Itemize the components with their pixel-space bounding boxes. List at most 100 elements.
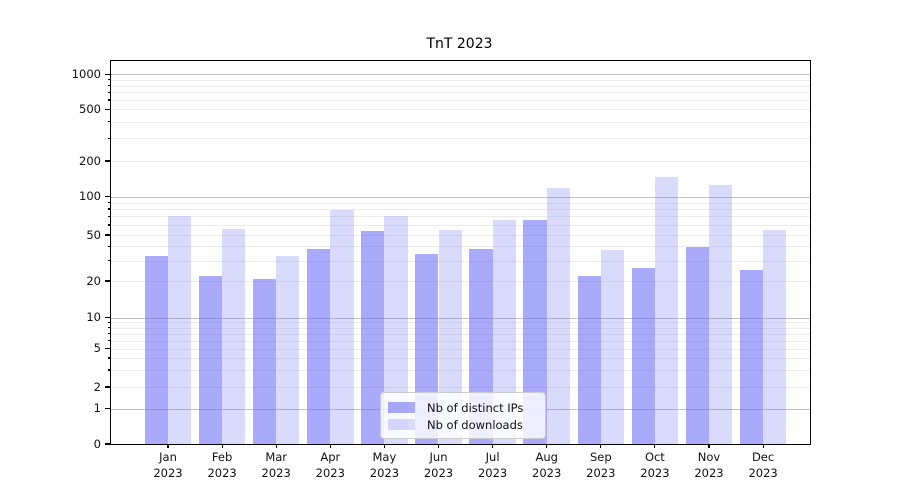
x-tick-mark: [654, 444, 656, 448]
y-minor-tick-mark: [107, 333, 111, 335]
x-tick-label: Dec 2023: [748, 450, 778, 480]
x-tick-mark: [492, 444, 494, 448]
x-tick-mark: [708, 444, 710, 448]
bar-downloads: [546, 188, 570, 444]
bar-downloads: [330, 209, 354, 444]
y-minor-tick-mark: [107, 208, 111, 210]
y-minor-gridline: [111, 121, 810, 123]
y-minor-gridline: [111, 340, 810, 342]
y-tick-mark: [105, 408, 111, 410]
y-gridline: [111, 74, 810, 76]
bar-ips: [144, 255, 168, 444]
bar-ips: [361, 230, 385, 444]
y-tick-mark: [105, 386, 111, 388]
x-tick-label: Oct 2023: [640, 450, 670, 480]
y-minor-gridline: [111, 260, 810, 262]
bar-ips: [523, 219, 547, 444]
x-tick-mark: [329, 444, 331, 448]
y-minor-tick-mark: [107, 224, 111, 226]
y-gridline: [111, 161, 810, 162]
y-minor-tick-mark: [107, 260, 111, 262]
y-minor-gridline: [111, 138, 810, 140]
y-tick-mark: [105, 443, 111, 445]
bar-downloads: [492, 219, 516, 444]
y-minor-gridline: [111, 224, 810, 226]
y-minor-tick-mark: [107, 201, 111, 204]
y-minor-tick-mark: [107, 84, 111, 87]
x-tick-mark: [437, 444, 440, 448]
y-minor-gridline: [111, 92, 810, 94]
y-gridline: [111, 317, 810, 319]
y-minor-tick-mark: [107, 99, 111, 101]
y-minor-tick-mark: [107, 137, 111, 139]
y-tick-mark: [105, 317, 111, 319]
legend-swatch-downloads: [388, 419, 415, 430]
y-tick-label: 1000: [71, 66, 101, 81]
x-tick-mark: [762, 444, 764, 448]
y-minor-gridline: [111, 358, 810, 360]
y-minor-tick-mark: [107, 321, 111, 323]
x-tick-mark: [167, 444, 169, 448]
y-minor-gridline: [111, 100, 810, 102]
y-minor-tick-mark: [107, 91, 111, 93]
y-minor-tick-mark: [107, 369, 111, 371]
y-tick-label: 2: [93, 379, 101, 394]
y-minor-gridline: [111, 322, 810, 324]
y-minor-gridline: [111, 246, 810, 248]
y-tick-label: 0: [93, 436, 101, 451]
y-minor-tick-mark: [107, 357, 111, 359]
legend-swatch-ips: [388, 402, 415, 413]
x-tick-label: Jul 2023: [477, 450, 508, 480]
bar-downloads: [384, 215, 408, 444]
y-gridline: [111, 196, 810, 198]
y-tick-label: 500: [79, 101, 101, 116]
x-tick-label: Feb 2023: [207, 450, 237, 480]
bar-downloads: [709, 184, 733, 444]
bar-downloads: [600, 250, 625, 444]
x-tick-label: Mar 2023: [261, 450, 291, 480]
y-minor-tick-mark: [107, 327, 111, 329]
y-minor-gridline: [111, 209, 810, 211]
x-tick-label: Sep 2023: [586, 450, 616, 480]
x-tick-mark: [600, 444, 602, 448]
x-tick-mark: [275, 444, 277, 448]
y-tick-mark: [105, 280, 111, 282]
y-tick-mark: [105, 196, 111, 198]
y-tick-label: 100: [79, 189, 101, 204]
x-tick-label: Nov 2023: [694, 450, 724, 480]
x-tick-mark: [221, 444, 223, 448]
y-minor-gridline: [111, 202, 810, 204]
y-tick-mark: [105, 73, 111, 75]
y-minor-gridline: [111, 333, 810, 335]
y-gridline: [111, 281, 810, 282]
bar-downloads: [654, 176, 679, 444]
plot-area: 0 1 2 5 10 20 50 100 200 500 1000 Jan 2023 Feb 2023 M…: [72, 60, 811, 480]
x-tick-label: Apr 2023: [315, 450, 345, 480]
bar-ips: [631, 267, 655, 444]
y-gridline: [111, 348, 810, 350]
y-tick-label: 50: [86, 227, 101, 242]
y-tick-mark: [105, 160, 111, 162]
bar-downloads: [276, 255, 300, 444]
legend-item: Nb of distinct IPs: [388, 399, 537, 416]
y-minor-tick-mark: [107, 79, 111, 81]
y-gridline: [111, 109, 810, 111]
y-minor-gridline: [111, 216, 810, 218]
x-tick-label: Jun 2023: [423, 450, 454, 480]
bar-downloads: [168, 216, 192, 444]
bar-downloads: [763, 229, 787, 444]
y-tick-mark: [105, 348, 111, 350]
bar-ips: [739, 269, 764, 444]
x-tick-label: Jan 2023: [153, 450, 183, 480]
y-tick-label: 200: [79, 153, 101, 168]
bar-ips: [685, 247, 709, 444]
y-tick-label: 10: [86, 310, 101, 325]
y-minor-gridline: [111, 85, 810, 87]
x-tick-label: Aug 2023: [532, 450, 562, 480]
legend-label: Nb of downloads: [427, 417, 523, 432]
chart-title: TnT 2023: [426, 36, 493, 52]
legend-label: Nb of distinct IPs: [427, 400, 524, 415]
legend: Nb of distinct IPs Nb of downloads: [380, 392, 546, 439]
x-tick-mark: [383, 444, 385, 448]
